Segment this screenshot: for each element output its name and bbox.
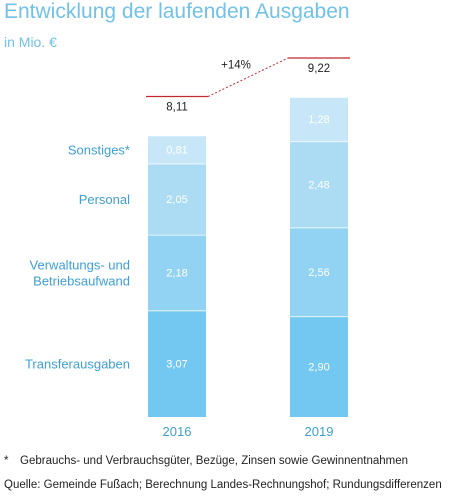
bar-segment	[148, 135, 206, 164]
bar-value-label: 3,07	[166, 359, 187, 371]
series-label: Verwaltungs- und	[30, 258, 130, 273]
series-label: Personal	[79, 192, 130, 207]
series-label: Sonstiges*	[68, 143, 130, 158]
series-label: Betriebsaufwand	[33, 274, 130, 289]
bar-value-label: 1,28	[308, 114, 329, 126]
change-connector-line	[207, 57, 289, 97]
total-value-label: 9,22	[308, 63, 330, 75]
bar-value-label: 0,81	[166, 145, 187, 157]
bar-segment	[290, 97, 348, 142]
footnote-marker: *	[4, 455, 9, 467]
bar-segment	[290, 141, 348, 228]
total-value-label: 8,11	[166, 102, 188, 114]
stacked-bar-chart: 3,07 2,18 2,05 0,81 2016 2,90 2,56 2,48 1,28 2019…	[25, 57, 350, 439]
bar-value-label: 2,18	[166, 268, 187, 280]
chart-subtitle: in Mio. €	[4, 34, 57, 50]
bar-segment	[290, 227, 348, 317]
bar-value-label: 2,90	[308, 362, 329, 374]
footnote: * Gebrauchs- und Verbrauchsgüter, Bezüge,…	[4, 455, 408, 467]
series-label: Transferausgaben	[25, 357, 130, 372]
bar-segment	[148, 163, 206, 235]
bar-value-label: 2,56	[308, 267, 329, 279]
x-tick-label: 2016	[163, 424, 192, 439]
bar-value-label: 2,48	[308, 179, 329, 191]
source-note: Quelle: Gemeinde Fußach; Berechnung Land…	[4, 479, 442, 491]
chart-title: Entwicklung der laufenden Ausgaben	[4, 0, 350, 23]
bar-value-label: 2,05	[166, 194, 187, 206]
footnote-text: Gebrauchs- und Verbrauchsgüter, Bezüge, …	[20, 455, 409, 467]
x-tick-label: 2019	[305, 424, 334, 439]
change-percent-label: +14%	[221, 59, 251, 71]
bar-segment	[148, 234, 206, 311]
bar-segment	[148, 310, 206, 417]
bar-segment	[290, 316, 348, 417]
